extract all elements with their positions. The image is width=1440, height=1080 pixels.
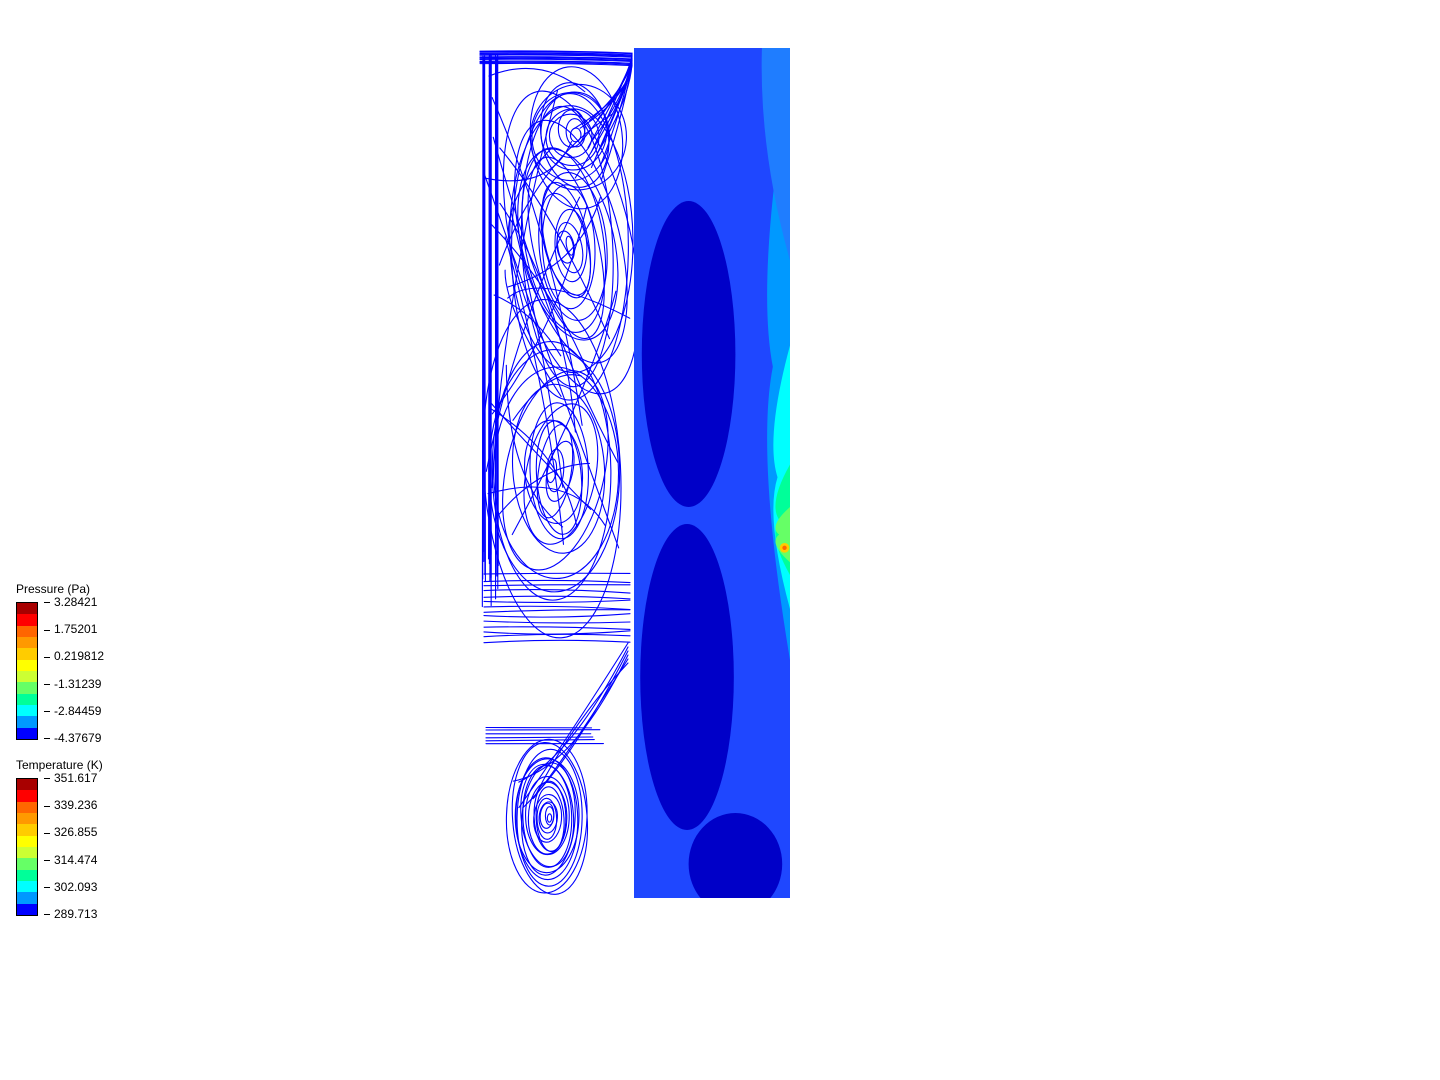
temperature-tick: 326.855 (44, 825, 97, 839)
pressure-tick: 1.75201 (44, 622, 97, 636)
temperature-contour (634, 48, 790, 898)
pressure-tick: -4.37679 (44, 731, 101, 745)
temperature-tick: 351.617 (44, 771, 97, 785)
temperature-tick: 302.093 (44, 880, 97, 894)
pressure-tick: -1.31239 (44, 677, 101, 691)
temperature-legend: Temperature (K)351.617 339.236 326.855 314.… (16, 758, 114, 916)
simulation-domain (478, 48, 790, 898)
temperature-tick: 314.474 (44, 853, 97, 867)
temperature-tick: 289.713 (44, 907, 97, 921)
pressure-tick: 3.28421 (44, 595, 97, 609)
figure-canvas: Pressure (Pa)3.28421 1.75201 0.219812 -1.31… (0, 0, 1440, 1080)
pressure-tick: -2.84459 (44, 704, 101, 718)
temperature-colorbar (16, 778, 38, 916)
pressure-tick: 0.219812 (44, 649, 104, 663)
temperature-tick: 339.236 (44, 798, 97, 812)
pressure-legend: Pressure (Pa)3.28421 1.75201 0.219812 -1.31… (16, 582, 114, 740)
velocity-streamlines (478, 48, 634, 898)
pressure-legend-title: Pressure (Pa) (16, 582, 114, 596)
pressure-colorbar (16, 602, 38, 740)
temperature-legend-title: Temperature (K) (16, 758, 114, 772)
